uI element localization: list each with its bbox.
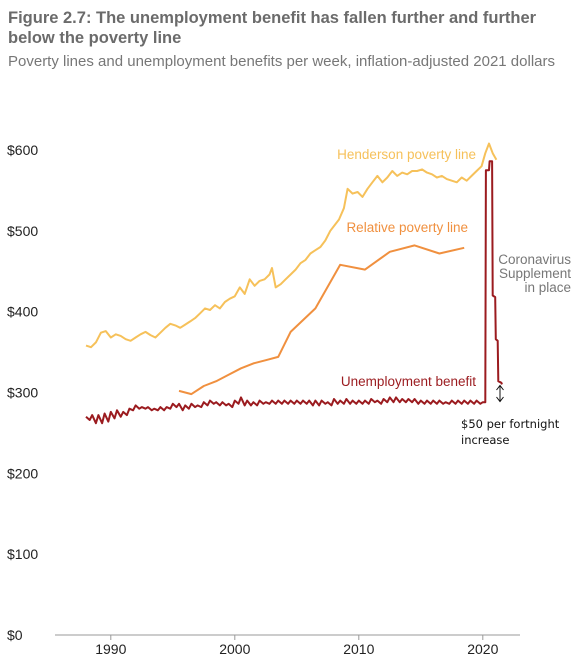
coronavirus-line-2: Supplement xyxy=(499,266,571,281)
x-tick-label: 2000 xyxy=(219,641,250,657)
y-tick-label: $600 xyxy=(7,142,38,158)
chart-title: Figure 2.7: The unemployment benefit has… xyxy=(8,9,537,47)
x-axis-ticks: 1990 2000 2010 2020 xyxy=(95,635,499,657)
increase-arrow-icon xyxy=(496,384,504,403)
series-lines xyxy=(85,142,503,425)
y-tick-label: $400 xyxy=(7,304,38,320)
y-tick-label: $100 xyxy=(7,546,38,562)
coronavirus-line-1: Coronavirus xyxy=(498,252,571,267)
y-tick-label: $500 xyxy=(7,223,38,239)
increase-line-1: $50 per fortnight xyxy=(461,417,560,431)
y-tick-label: $0 xyxy=(7,627,23,643)
increase-line-2: increase xyxy=(461,433,509,447)
relative-poverty-line-series-line xyxy=(178,244,465,396)
y-axis-ticks: $0 $100 $200 $300 $400 $500 $600 xyxy=(7,142,38,643)
y-tick-label: $300 xyxy=(7,385,38,401)
chart-subtitle: Poverty lines and unemployment benefits … xyxy=(8,53,555,70)
unemployment-benefit-series-line xyxy=(85,160,503,425)
relative-label: Relative poverty line xyxy=(346,220,468,235)
coronavirus-line-3: in place xyxy=(524,280,571,295)
y-tick-label: $200 xyxy=(7,465,38,481)
x-tick-label: 2010 xyxy=(343,641,374,657)
x-tick-label: 1990 xyxy=(95,641,126,657)
henderson-poverty-line-series-line xyxy=(85,142,498,349)
benefit-label: Unemployment benefit xyxy=(341,374,476,389)
henderson-label: Henderson poverty line xyxy=(337,147,476,162)
x-tick-label: 2020 xyxy=(467,641,498,657)
